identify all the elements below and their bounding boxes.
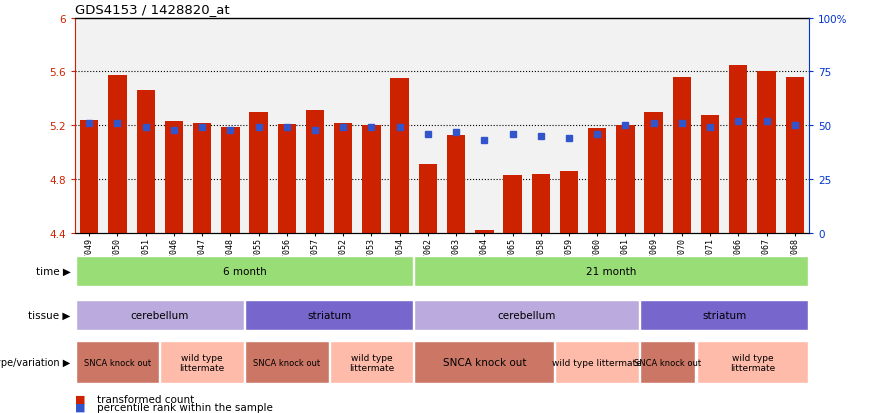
Text: wild type
littermate: wild type littermate — [179, 353, 225, 372]
Text: cerebellum: cerebellum — [131, 310, 189, 320]
Bar — [673, 78, 691, 233]
Bar — [560, 172, 578, 233]
Bar — [701, 115, 720, 233]
Bar — [334, 123, 353, 233]
Text: ■: ■ — [75, 394, 86, 404]
Text: SNCA knock out: SNCA knock out — [443, 357, 526, 368]
Text: wild type
littermate: wild type littermate — [730, 353, 775, 372]
Text: cerebellum: cerebellum — [498, 310, 556, 320]
Bar — [640, 342, 696, 383]
Bar — [249, 113, 268, 233]
Bar — [758, 72, 775, 233]
Bar — [160, 342, 244, 383]
Text: wild type
littermate: wild type littermate — [349, 353, 394, 372]
Bar — [193, 123, 211, 233]
Bar — [503, 176, 522, 233]
Text: SNCA knock out: SNCA knock out — [253, 358, 320, 367]
Text: SNCA knock out: SNCA knock out — [634, 358, 701, 367]
Bar — [245, 300, 413, 330]
Text: ■: ■ — [75, 402, 86, 412]
Bar — [729, 66, 748, 233]
Bar — [80, 121, 98, 233]
Bar — [415, 300, 639, 330]
Bar — [616, 126, 635, 233]
Text: time ▶: time ▶ — [36, 266, 71, 277]
Text: tissue ▶: tissue ▶ — [28, 310, 71, 320]
Bar — [109, 76, 126, 233]
Bar — [531, 174, 550, 233]
Bar — [136, 91, 155, 233]
Bar — [76, 300, 244, 330]
Text: striatum: striatum — [307, 310, 351, 320]
Bar — [330, 342, 413, 383]
Text: percentile rank within the sample: percentile rank within the sample — [97, 402, 273, 412]
Bar — [245, 342, 329, 383]
Bar — [588, 129, 606, 233]
Bar — [419, 165, 437, 233]
Bar — [76, 256, 413, 287]
Text: 6 month: 6 month — [223, 266, 266, 277]
Bar — [76, 342, 159, 383]
Bar — [278, 125, 296, 233]
Bar — [640, 300, 808, 330]
Bar — [221, 127, 240, 233]
Bar — [786, 78, 804, 233]
Bar — [555, 342, 639, 383]
Bar — [447, 135, 465, 233]
Text: GDS4153 / 1428820_at: GDS4153 / 1428820_at — [75, 3, 230, 16]
Bar — [164, 122, 183, 233]
Bar — [362, 126, 381, 233]
Bar — [415, 342, 554, 383]
Bar — [391, 79, 408, 233]
Text: wild type littermate: wild type littermate — [552, 358, 642, 367]
Bar — [697, 342, 808, 383]
Bar — [415, 256, 808, 287]
Bar — [306, 111, 324, 233]
Bar — [644, 113, 663, 233]
Bar — [476, 231, 493, 233]
Text: 21 month: 21 month — [586, 266, 636, 277]
Text: transformed count: transformed count — [97, 394, 194, 404]
Text: striatum: striatum — [702, 310, 746, 320]
Text: SNCA knock out: SNCA knock out — [84, 358, 151, 367]
Text: genotype/variation ▶: genotype/variation ▶ — [0, 357, 71, 368]
